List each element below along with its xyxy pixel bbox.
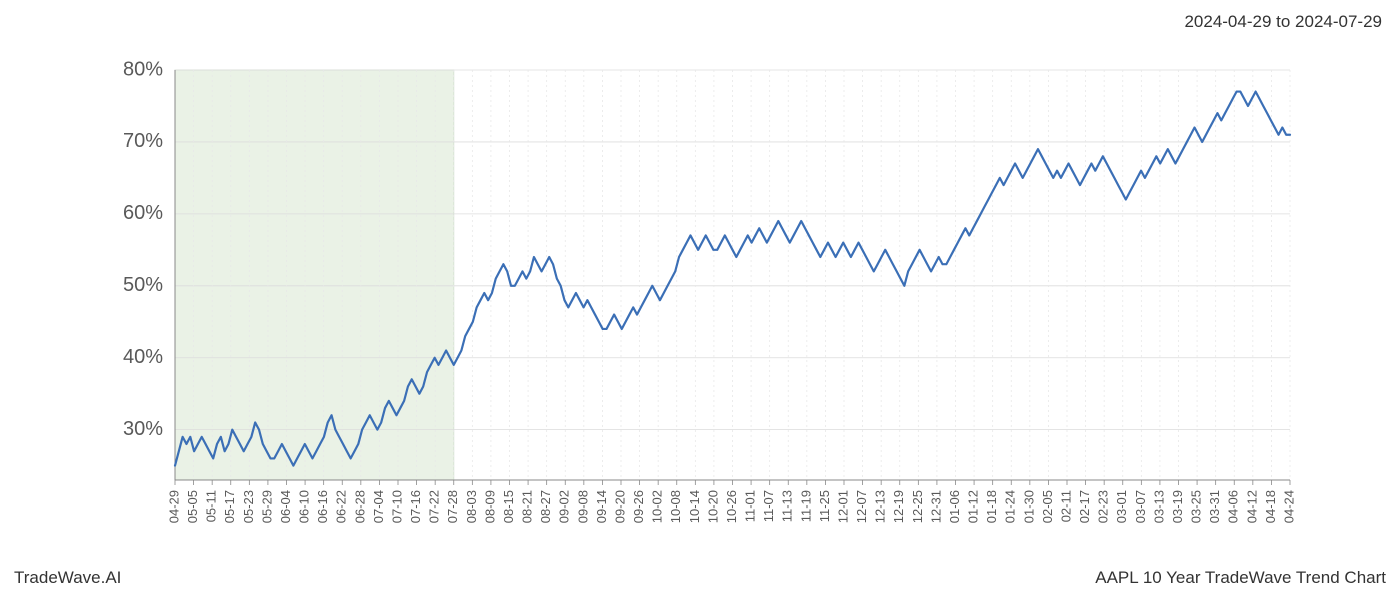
- svg-text:06-28: 06-28: [352, 490, 367, 523]
- svg-text:07-16: 07-16: [408, 490, 423, 523]
- svg-text:04-29: 04-29: [166, 490, 181, 523]
- svg-text:09-14: 09-14: [594, 490, 609, 523]
- svg-text:04-12: 04-12: [1244, 490, 1259, 523]
- svg-text:06-16: 06-16: [315, 490, 330, 523]
- svg-text:02-17: 02-17: [1077, 490, 1092, 523]
- svg-text:09-26: 09-26: [631, 490, 646, 523]
- svg-text:05-11: 05-11: [204, 490, 219, 522]
- svg-text:07-28: 07-28: [445, 490, 460, 523]
- svg-text:03-25: 03-25: [1189, 490, 1204, 523]
- svg-text:07-22: 07-22: [427, 490, 442, 523]
- svg-text:09-02: 09-02: [557, 490, 572, 523]
- svg-text:12-31: 12-31: [928, 490, 943, 523]
- chart-area: 30% 40% 50% 60% 70% 80% 04-29 05-05 05-1105-17 05…: [0, 40, 1400, 560]
- svg-text:08-09: 08-09: [482, 490, 497, 523]
- svg-text:01-24: 01-24: [1003, 490, 1018, 523]
- trend-chart: 30% 40% 50% 60% 70% 80% 04-29 05-05 05-1105-17 05…: [0, 40, 1400, 560]
- brand-label: TradeWave.AI: [14, 568, 121, 588]
- svg-text:07-04: 07-04: [371, 490, 386, 523]
- chart-title: AAPL 10 Year TradeWave Trend Chart: [1095, 568, 1386, 588]
- svg-text:11-13: 11-13: [780, 490, 795, 522]
- svg-text:40%: 40%: [123, 346, 163, 368]
- svg-text:02-23: 02-23: [1096, 490, 1111, 523]
- svg-text:04-18: 04-18: [1263, 490, 1278, 523]
- svg-text:10-14: 10-14: [687, 490, 702, 523]
- svg-text:03-19: 03-19: [1170, 490, 1185, 523]
- svg-text:08-21: 08-21: [520, 490, 535, 523]
- svg-text:03-01: 03-01: [1114, 490, 1129, 523]
- svg-text:11-25: 11-25: [817, 490, 832, 522]
- svg-text:12-07: 12-07: [854, 490, 869, 523]
- svg-text:05-05: 05-05: [185, 490, 200, 523]
- svg-text:05-17: 05-17: [222, 490, 237, 523]
- svg-text:01-06: 01-06: [947, 490, 962, 523]
- svg-text:06-04: 06-04: [278, 490, 293, 523]
- svg-text:70%: 70%: [123, 130, 163, 152]
- svg-text:09-08: 09-08: [575, 490, 590, 523]
- date-range-label: 2024-04-29 to 2024-07-29: [1184, 12, 1382, 32]
- svg-text:03-13: 03-13: [1151, 490, 1166, 523]
- svg-text:09-20: 09-20: [612, 490, 627, 523]
- svg-text:50%: 50%: [123, 274, 163, 296]
- svg-text:12-13: 12-13: [873, 490, 888, 523]
- svg-text:60%: 60%: [123, 202, 163, 224]
- svg-text:05-23: 05-23: [241, 490, 256, 523]
- svg-text:10-08: 10-08: [668, 490, 683, 523]
- svg-text:12-25: 12-25: [910, 490, 925, 523]
- svg-text:08-27: 08-27: [538, 490, 553, 523]
- svg-text:04-06: 04-06: [1226, 490, 1241, 523]
- svg-text:08-15: 08-15: [501, 490, 516, 523]
- svg-text:02-05: 02-05: [1040, 490, 1055, 523]
- svg-text:05-29: 05-29: [259, 490, 274, 523]
- svg-text:11-07: 11-07: [761, 490, 776, 522]
- svg-text:12-01: 12-01: [835, 490, 850, 523]
- svg-text:10-20: 10-20: [705, 490, 720, 523]
- svg-text:80%: 80%: [123, 58, 163, 80]
- svg-text:10-02: 10-02: [650, 490, 665, 523]
- svg-text:07-10: 07-10: [389, 490, 404, 523]
- svg-text:12-19: 12-19: [891, 490, 906, 523]
- svg-text:06-10: 06-10: [297, 490, 312, 523]
- svg-text:01-18: 01-18: [984, 490, 999, 523]
- svg-text:10-26: 10-26: [724, 490, 739, 523]
- svg-text:04-24: 04-24: [1281, 490, 1296, 523]
- svg-text:11-01: 11-01: [743, 490, 758, 522]
- svg-text:11-19: 11-19: [798, 490, 813, 522]
- svg-text:06-22: 06-22: [334, 490, 349, 523]
- svg-text:01-30: 01-30: [1021, 490, 1036, 523]
- svg-text:01-12: 01-12: [966, 490, 981, 523]
- svg-text:03-31: 03-31: [1207, 490, 1222, 523]
- svg-text:02-11: 02-11: [1058, 490, 1073, 522]
- svg-text:30%: 30%: [123, 418, 163, 440]
- svg-text:08-03: 08-03: [464, 490, 479, 523]
- svg-text:03-07: 03-07: [1133, 490, 1148, 523]
